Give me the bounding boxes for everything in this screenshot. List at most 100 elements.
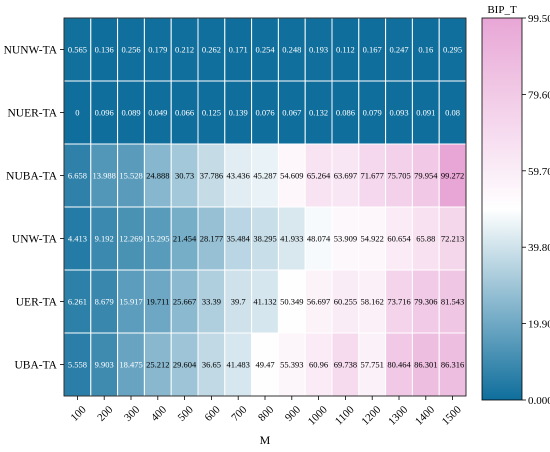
cell-value-label: 50.349 bbox=[280, 297, 303, 307]
cell-value-label: 39.7 bbox=[231, 297, 246, 307]
cell-value-label: 15.295 bbox=[146, 234, 169, 244]
cell-value-label: 75.705 bbox=[387, 171, 410, 181]
heatmap-cell bbox=[251, 17, 279, 82]
x-tick-labels: 100 200 300 400 500 600 700 800 900 1000 1100 1200 1… bbox=[68, 396, 464, 428]
cell-value-label: 48.074 bbox=[307, 234, 331, 244]
cell-value-label: 0.193 bbox=[309, 45, 328, 55]
cell-value-label: 6.261 bbox=[68, 297, 87, 307]
cell-value-label: 37.786 bbox=[200, 171, 223, 181]
cell-value-label: 0 bbox=[75, 108, 79, 118]
cell-value-label: 15.528 bbox=[119, 171, 142, 181]
heatmap-cell bbox=[90, 17, 119, 82]
y-tick-label: UNW-TA bbox=[12, 234, 58, 246]
cell-value-label: 0.256 bbox=[121, 45, 140, 55]
x-tick-label: 600 bbox=[202, 403, 223, 424]
heatmap-cell bbox=[385, 80, 413, 145]
heatmap-cell bbox=[117, 206, 145, 271]
heatmap-cell bbox=[143, 80, 172, 145]
x-tick-label: 1500 bbox=[440, 403, 464, 427]
cell-value-label: 63.697 bbox=[334, 171, 357, 181]
cell-value-label: 0.066 bbox=[175, 108, 194, 118]
y-tick-label: NUBA-TA bbox=[6, 171, 58, 183]
cell-value-label: 18.475 bbox=[119, 360, 142, 370]
heatmap-cell bbox=[117, 80, 145, 145]
cell-value-label: 86.316 bbox=[441, 360, 464, 370]
heatmap-cell bbox=[358, 332, 387, 397]
x-tick-label: 700 bbox=[229, 403, 250, 424]
cell-value-label: 4.413 bbox=[68, 234, 87, 244]
cell-value-label: 0.16 bbox=[418, 45, 433, 55]
heatmap-cell bbox=[411, 206, 440, 271]
heatmap-cell bbox=[385, 269, 413, 334]
heatmap-cell bbox=[197, 143, 226, 208]
cell-value-label: 13.988 bbox=[93, 171, 116, 181]
cell-value-label: 60.255 bbox=[334, 297, 357, 307]
cell-value-label: 0.248 bbox=[282, 45, 301, 55]
colorbar-gradient bbox=[481, 17, 523, 401]
heatmap-cell bbox=[63, 332, 92, 397]
cell-value-label: 29.604 bbox=[173, 360, 197, 370]
cell-value-label: 71.677 bbox=[361, 171, 384, 181]
y-tick-label: UER-TA bbox=[16, 297, 58, 309]
heatmap-cell bbox=[331, 206, 360, 271]
cell-value-label: 0.171 bbox=[229, 45, 248, 55]
cell-value-label: 57.751 bbox=[361, 360, 384, 370]
cell-value-label: 41.483 bbox=[227, 360, 250, 370]
cell-value-label: 65.88 bbox=[416, 234, 435, 244]
cell-value-label: 24.888 bbox=[146, 171, 169, 181]
cell-value-label: 25.212 bbox=[146, 360, 169, 370]
cell-value-label: 5.558 bbox=[68, 360, 87, 370]
heatmap-cell bbox=[63, 269, 92, 334]
cell-value-label: 0.089 bbox=[121, 108, 140, 118]
heatmap-cell bbox=[197, 332, 226, 397]
cell-value-label: 28.177 bbox=[200, 234, 223, 244]
cell-value-label: 21.454 bbox=[173, 234, 197, 244]
x-tick-label: 1100 bbox=[333, 403, 357, 427]
cell-value-label: 45.287 bbox=[253, 171, 276, 181]
heatmap-cell bbox=[143, 332, 172, 397]
heatmap-cell bbox=[304, 332, 333, 397]
heatmap-cell bbox=[90, 80, 119, 145]
cell-value-label: 35.484 bbox=[227, 234, 251, 244]
heatmap-cell bbox=[304, 206, 333, 271]
colorbar: 99.50 79.60 59.70 39.80 19.90 0.000 bbox=[481, 13, 550, 407]
cell-value-label: 49.47 bbox=[255, 360, 274, 370]
heatmap-cell bbox=[277, 206, 306, 271]
x-tick-label: 1400 bbox=[413, 403, 437, 427]
y-tick-label: UBA-TA bbox=[14, 360, 57, 372]
cell-value-label: 0.096 bbox=[95, 108, 114, 118]
cell-value-label: 0.08 bbox=[445, 108, 460, 118]
colorbar-tick-label: 0.000 bbox=[528, 395, 550, 407]
cell-value-label: 0.136 bbox=[95, 45, 114, 55]
x-tick-label: 1000 bbox=[306, 403, 330, 427]
heatmap-cell bbox=[117, 332, 145, 397]
cell-value-label: 8.679 bbox=[95, 297, 114, 307]
cell-value-label: 54.609 bbox=[280, 171, 303, 181]
heatmap-cell bbox=[197, 269, 226, 334]
cell-value-label: 0.091 bbox=[416, 108, 435, 118]
cell-value-label: 43.436 bbox=[227, 171, 250, 181]
heatmap-cells: 0.565 0.136 0.256 0.179 0.212 0.262 0.171 0.254… bbox=[63, 17, 467, 397]
x-tick-label: 900 bbox=[283, 403, 304, 424]
heatmap-cell bbox=[170, 206, 199, 271]
cell-value-label: 54.922 bbox=[361, 234, 384, 244]
heatmap-cell bbox=[251, 332, 279, 397]
x-tick-label: 100 bbox=[68, 403, 89, 424]
x-tick-label: 200 bbox=[95, 403, 116, 424]
heatmap-cell bbox=[411, 269, 440, 334]
heatmap-cell bbox=[224, 332, 253, 397]
cell-value-label: 9.903 bbox=[95, 360, 114, 370]
heatmap-cell bbox=[197, 17, 226, 82]
x-tick-label: 1200 bbox=[359, 403, 383, 427]
cell-value-label: 15.917 bbox=[119, 297, 142, 307]
heatmap-cell bbox=[358, 143, 387, 208]
x-tick-label: 800 bbox=[256, 403, 277, 424]
heatmap-cell bbox=[251, 269, 279, 334]
cell-value-label: 79.954 bbox=[414, 171, 438, 181]
cell-value-label: 19.711 bbox=[146, 297, 169, 307]
heatmap-cell bbox=[358, 269, 387, 334]
heatmap-cell bbox=[224, 143, 253, 208]
cell-value-label: 56.697 bbox=[307, 297, 330, 307]
cell-value-label: 6.658 bbox=[68, 171, 87, 181]
